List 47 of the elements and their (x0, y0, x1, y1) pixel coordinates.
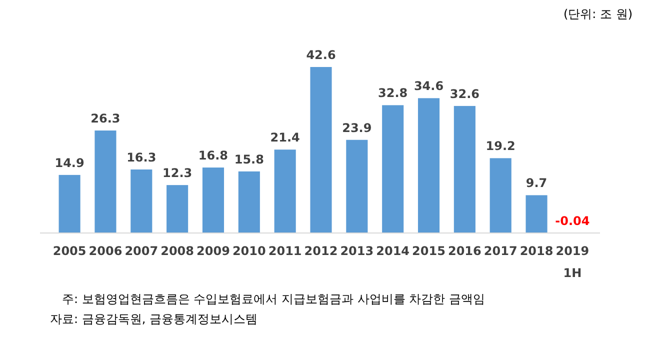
data-label: 9.7 (526, 176, 548, 190)
x-tick-label: 2014 (376, 244, 410, 258)
bar (526, 195, 548, 233)
text: (단위: 조 원) (563, 7, 633, 21)
bar (94, 130, 116, 233)
bar (130, 169, 152, 233)
bar (58, 174, 80, 233)
x-tick-label: 2016 (448, 244, 482, 258)
bar (490, 158, 512, 233)
data-label: 34.6 (414, 79, 444, 94)
bar (382, 105, 404, 233)
x-tick-label: 2017 (484, 244, 518, 258)
x-tick-label: 2011 (268, 244, 302, 258)
data-label: 26.3 (90, 112, 120, 126)
data-label: 19.2 (486, 139, 516, 154)
data-label: 32.6 (450, 86, 480, 101)
x-tick-label: 2013 (340, 244, 374, 258)
x-tick-label: 2008 (160, 244, 194, 258)
bar (238, 171, 260, 233)
data-label: 14.9 (54, 156, 84, 170)
data-label: 16.8 (198, 148, 228, 163)
data-label: 12.3 (162, 166, 192, 180)
text: 주: 보험영업현금흐름은 수입보험료에서 지급보험금과 사업비를 차감한 금액임 (62, 292, 485, 306)
data-label: 16.3 (126, 150, 156, 164)
bar (418, 98, 440, 233)
x-tick-label: 2006 (88, 244, 122, 258)
bar (310, 67, 332, 233)
data-label: 21.4 (270, 130, 300, 145)
bar (202, 168, 224, 233)
x-tick-label: 2015 (412, 244, 446, 258)
x-tick-label: 2009 (196, 244, 230, 258)
x-tick-label: 2010 (232, 244, 266, 258)
data-label: 23.9 (342, 120, 372, 135)
x-tick-label: 2019 1H (556, 244, 590, 280)
bar (454, 106, 476, 233)
bar (274, 150, 296, 233)
bar (346, 140, 368, 233)
x-tick-label: 2005 (52, 244, 86, 258)
bar (166, 185, 188, 233)
x-tick-label: 2012 (304, 244, 338, 258)
x-tick-label: 2007 (124, 244, 158, 258)
data-label: 15.8 (234, 152, 264, 166)
data-label: 42.6 (306, 48, 336, 62)
data-label: 32.8 (378, 86, 408, 100)
x-tick-label: 2018 (520, 244, 554, 258)
text: 자료: 금융감독원, 금융통계정보시스템 (50, 312, 258, 326)
data-label: -0.04 (555, 214, 590, 228)
